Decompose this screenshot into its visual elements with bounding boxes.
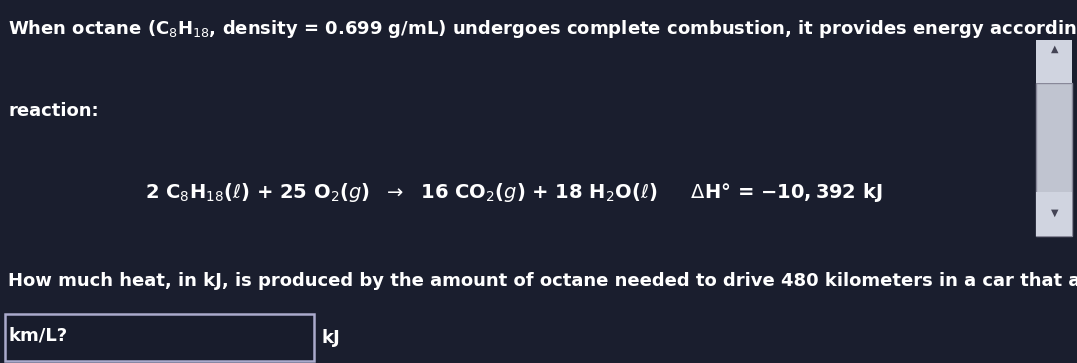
Text: 2 C$_8$H$_{18}$($\ell$) + 25 O$_2$($g$)  $\rightarrow$  16 CO$_2$($g$) + 18 H$_2: 2 C$_8$H$_{18}$($\ell$) + 25 O$_2$($g$) …: [145, 182, 883, 204]
FancyBboxPatch shape: [1036, 83, 1073, 236]
Text: reaction:: reaction:: [9, 102, 99, 120]
Text: ▼: ▼: [1051, 207, 1058, 217]
FancyBboxPatch shape: [5, 314, 313, 361]
Text: When octane (C$_8$H$_{18}$, density = 0.699 g/mL) undergoes complete combustion,: When octane (C$_8$H$_{18}$, density = 0.…: [9, 18, 1077, 40]
Text: How much heat, in kJ, is produced by the amount of octane needed to drive 480 ki: How much heat, in kJ, is produced by the…: [9, 272, 1077, 290]
Text: km/L?: km/L?: [9, 327, 68, 345]
FancyBboxPatch shape: [1036, 192, 1073, 236]
Text: kJ: kJ: [322, 329, 340, 347]
Text: ▲: ▲: [1051, 44, 1058, 54]
FancyBboxPatch shape: [1036, 40, 1073, 83]
